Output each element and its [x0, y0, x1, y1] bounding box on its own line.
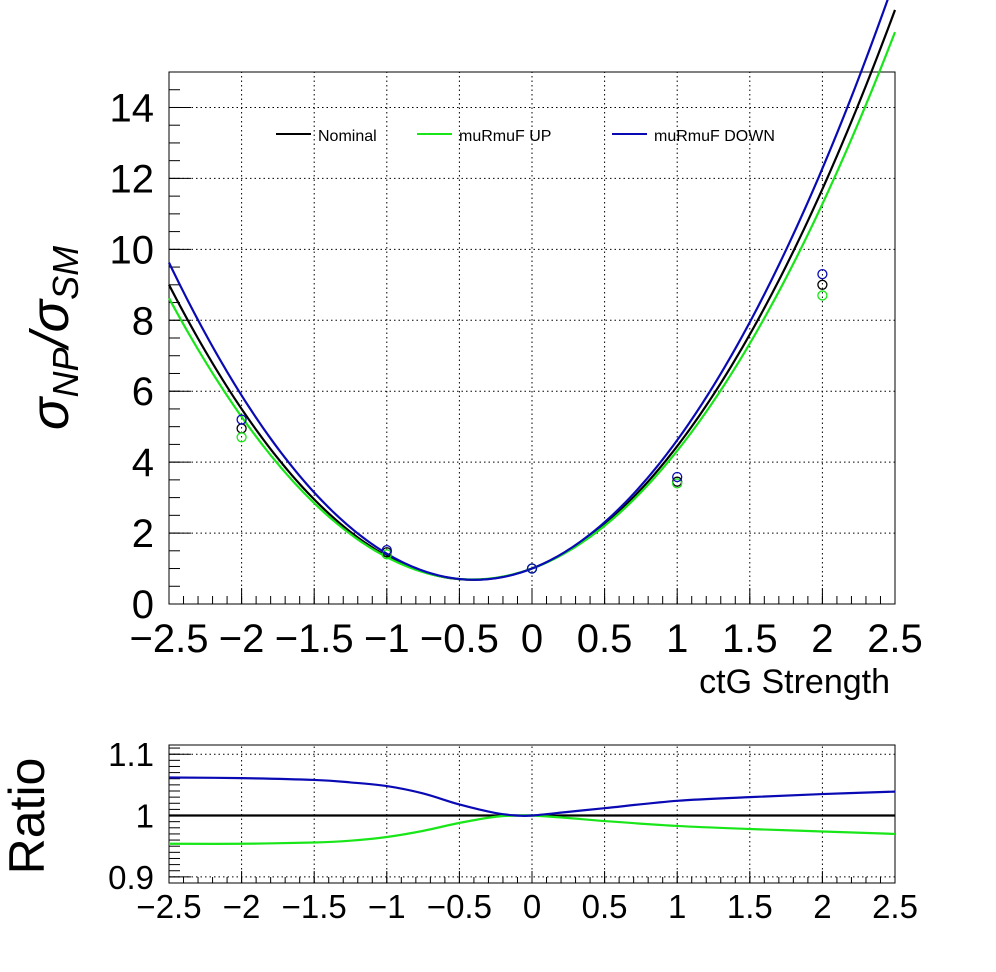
main-point-murmuf-down [526, 563, 538, 574]
ratio-y-tick-label: 1 [136, 798, 154, 835]
ratio-x-tick-label: −1 [368, 888, 406, 925]
ratio-grid [169, 745, 895, 883]
y-axis-title: σNP/σSM [20, 246, 86, 430]
main-point-nominal [817, 279, 828, 290]
ratio-y-tick-label: 1.1 [108, 736, 154, 773]
main-x-tick-label: −2 [219, 617, 265, 661]
y-axis-title-sigma: σ [20, 395, 80, 430]
main-y-tick-label: 12 [110, 157, 155, 201]
main-x-tick-label: 2.5 [867, 617, 923, 661]
main-y-tick-label: 10 [110, 228, 155, 272]
main-point-murmuf-up [817, 290, 828, 301]
ratio-x-tick-label: −2 [223, 888, 261, 925]
main-y-tick-label: 6 [132, 370, 154, 414]
main-curve-murmuf-down [168, 0, 889, 581]
y-axis-title-sub-sm: SM [45, 246, 86, 300]
x-axis-title: ctG Strength [699, 663, 890, 701]
main-x-tick-label: 1.5 [722, 617, 778, 661]
y-axis-title-sub-np: NP [45, 347, 86, 397]
main-y-tick-label: 4 [132, 441, 154, 485]
main-point-murmuf-up [672, 478, 683, 489]
main-x-tick-label: −1 [364, 617, 410, 661]
legend-label-nominal: Nominal [318, 128, 377, 145]
main-y-tick-label: 0 [132, 583, 154, 627]
ratio-series [168, 776, 896, 845]
main-y-tick-label: 2 [132, 512, 154, 556]
main-point-murmuf-down [236, 414, 247, 425]
main-points [236, 269, 828, 574]
ratio-x-tick-label: 0.5 [582, 888, 628, 925]
ratio-curve-murmuf-down [168, 776, 896, 818]
main-point-murmuf-down [381, 544, 392, 556]
ratio-panel: −2.5 −2 −1.5 −1 −0.5 0 0.5 1 1.5 2 2.5 0.9 1 1.1 Rati… [0, 736, 918, 925]
main-panel: −2.5 −2 −1.5 −1 −0.5 0 0.5 1 1.5 2 2.502468101214 … [20, 0, 923, 701]
main-x-tick-label: 1 [666, 617, 688, 661]
ratio-x-tick-label: 1 [668, 888, 686, 925]
main-y-tick-label: 14 [110, 86, 155, 130]
main-x-tick-label: −1.5 [275, 617, 354, 661]
main-point-murmuf-up [236, 432, 247, 443]
main-point-murmuf-down [817, 269, 828, 280]
ratio-x-tick-label: 0 [523, 888, 541, 925]
main-x-tick-label: −2.5 [130, 617, 209, 661]
ratio-x-tick-label: 2.5 [872, 888, 918, 925]
main-point-murmuf-up [381, 549, 392, 560]
main-x-tick-label: 0.5 [577, 617, 633, 661]
main-x-tick-label: 2 [811, 617, 833, 661]
main-grid [169, 72, 895, 604]
legend-label-murmuf-down: muRmuF DOWN [654, 128, 775, 145]
y-axis-title-slash-sigma: /σ [20, 297, 80, 351]
legend-label-murmuf-up: muRmuF UP [459, 128, 551, 145]
ratio-x-tick-label: −2.5 [136, 888, 201, 925]
ratio-x-tick-label: 1.5 [727, 888, 773, 925]
main-series [168, 0, 897, 581]
main-x-tick-label: 0 [521, 617, 543, 661]
main-x-tick-label: −0.5 [420, 617, 499, 661]
main-y-tick-label: 8 [132, 299, 154, 343]
ratio-y-tick-label: 0.9 [108, 859, 154, 896]
ratio-y-axis-title: Ratio [0, 758, 55, 875]
ratio-x-tick-label: −1.5 [282, 888, 347, 925]
legend: Nominal muRmuF UP muRmuF DOWN [276, 128, 775, 145]
ratio-x-tick-label: 2 [813, 888, 831, 925]
ratio-x-tick-label: −0.5 [427, 888, 492, 925]
main-point-murmuf-down [672, 471, 683, 483]
